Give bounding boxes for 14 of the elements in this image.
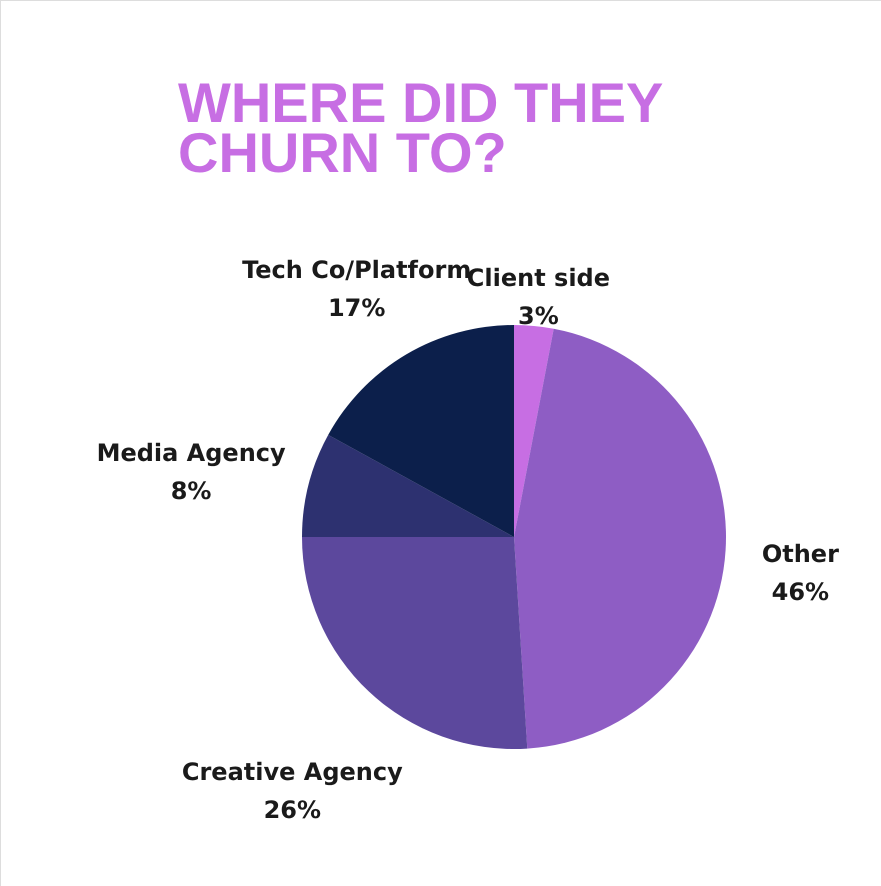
pie-slice <box>514 328 726 749</box>
chart-title: WHERE DID THEY CHURN TO? <box>178 71 664 184</box>
pie-slice <box>302 434 514 537</box>
slice-label: Other <box>762 540 840 568</box>
data-label: 3% <box>518 302 559 330</box>
data-label: 17% <box>328 294 386 322</box>
slice-label: Creative Agency <box>182 758 404 786</box>
pie-slice <box>302 537 528 749</box>
data-label: 46% <box>772 578 830 606</box>
data-label: 26% <box>264 796 322 824</box>
pie-slice <box>328 325 514 537</box>
data-label: 8% <box>170 477 212 506</box>
pie-slice <box>514 325 554 537</box>
slice-label: Media Agency <box>96 439 286 468</box>
